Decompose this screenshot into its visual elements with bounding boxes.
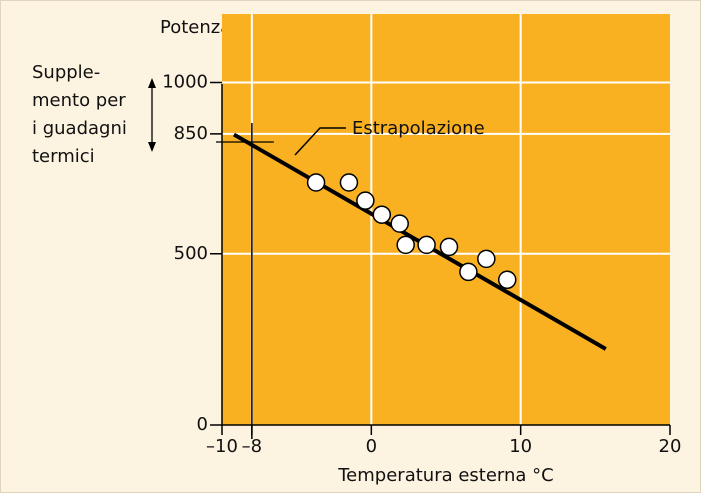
point (417, 235, 436, 255)
x-tick-label: –8 (242, 436, 262, 457)
x-axis-label: Temperatura esterna °C (337, 465, 554, 486)
y-tick-label: 1000 (162, 72, 208, 93)
point (356, 191, 375, 210)
point (439, 237, 459, 257)
side-note: mento per (32, 90, 126, 111)
x-tick-label: 20 (659, 436, 682, 457)
leader-line (294, 127, 346, 156)
side-note: Supple- (32, 62, 100, 83)
x-tick-label: –10 (206, 436, 238, 457)
y-tick-label: 500 (174, 243, 208, 264)
side-note: i guadagni (32, 118, 127, 139)
point (459, 262, 478, 282)
point (339, 173, 359, 192)
side-note: termici (32, 146, 95, 167)
annotation: Estrapolazione (352, 118, 485, 139)
plot-area (222, 14, 670, 425)
y-tick-label: 850 (174, 123, 208, 144)
arrow-head (148, 78, 156, 88)
y-tick-label: 0 (197, 414, 208, 435)
x-tick-label: 0 (366, 436, 377, 457)
point (497, 270, 517, 290)
point (396, 235, 415, 255)
x-tick-label: 10 (509, 436, 532, 457)
point (372, 205, 392, 224)
point (477, 249, 496, 269)
arrow-head (148, 142, 156, 152)
point (390, 214, 409, 233)
point (306, 173, 326, 192)
